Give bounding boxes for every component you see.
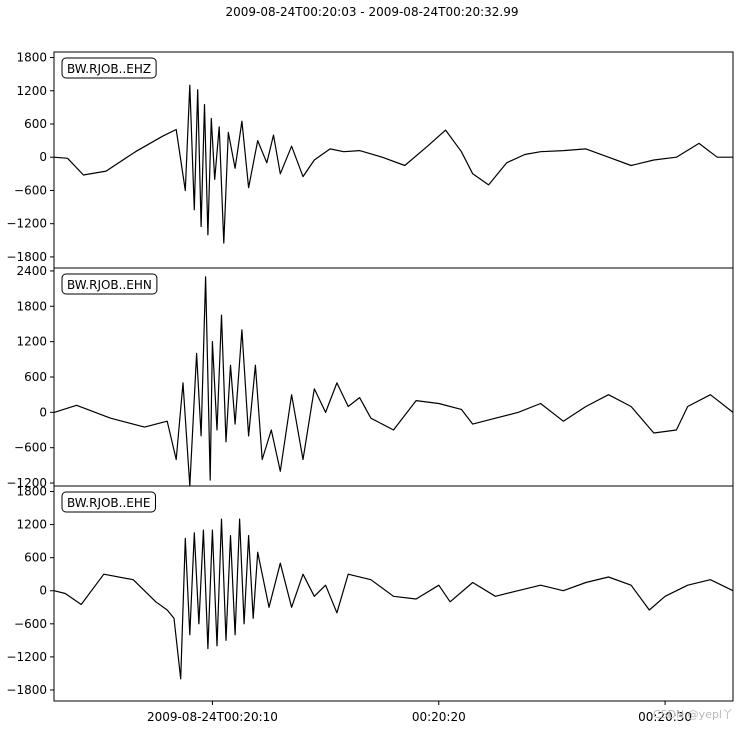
y-tick-label: 1200 (16, 84, 47, 98)
panel-ehn: −1200 −600 0 600 1200 1800 2400 BW.RJOB..EHN (6, 264, 734, 490)
y-tick-label: −1800 (6, 683, 47, 697)
trace-ehz-label: BW.RJOB..EHZ (67, 62, 151, 76)
watermark: CSDN @yepl丫 (653, 708, 733, 721)
y-tick-label: 1200 (16, 335, 47, 349)
trace-ehn-label-box (61, 273, 158, 295)
panel-ehe-yticks: −1800 −1200 −600 0 600 1200 1800 (6, 485, 54, 697)
y-tick-label: 1200 (16, 518, 47, 532)
x-axis-ticks: 2009-08-24T00:20:10 00:20:20 00:20:30 (147, 701, 692, 724)
panel-ehz-frame (53, 51, 734, 269)
y-tick-label: −600 (14, 617, 47, 631)
panel-ehe-frame (53, 485, 734, 702)
panel-ehz: −1800 −1200 −600 0 600 1200 1800 BW.RJOB..EHZ (6, 51, 734, 269)
trace-ehn-label: BW.RJOB..EHN (67, 278, 152, 292)
panel-ehe: −1800 −1200 −600 0 600 1200 1800 BW.RJOB..EHE (6, 485, 734, 702)
y-tick-label: 600 (24, 370, 47, 384)
y-tick-label: 0 (39, 150, 47, 164)
y-tick-label: −600 (14, 441, 47, 455)
y-tick-label: 1800 (16, 51, 47, 65)
trace-ehe-label-box (61, 491, 156, 513)
y-tick-label: −600 (14, 183, 47, 197)
y-tick-label: −1200 (6, 650, 47, 664)
panel-ehn-frame (53, 267, 734, 487)
y-tick-label: 2400 (16, 264, 47, 278)
trace-ehn-line (53, 276, 734, 487)
x-tick-label: 00:20:30 (638, 710, 692, 724)
y-tick-label: −1200 (6, 217, 47, 231)
y-tick-label: 600 (24, 117, 47, 131)
y-tick-label: 600 (24, 551, 47, 565)
trace-ehz-label-box (61, 57, 157, 79)
trace-ehz-line (53, 84, 733, 244)
y-tick-label: 0 (39, 405, 47, 419)
panel-ehz-yticks: −1800 −1200 −600 0 600 1200 1800 (6, 51, 54, 264)
y-tick-label: 1800 (16, 299, 47, 313)
y-tick-label: −1200 (6, 476, 47, 490)
figure-title: 2009-08-24T00:20:03 - 2009-08-24T00:20:3… (226, 5, 519, 19)
y-tick-label: 0 (39, 584, 47, 598)
panel-ehn-yticks: −1200 −600 0 600 1200 1800 2400 (6, 264, 54, 490)
trace-ehe-line (53, 518, 734, 680)
y-tick-label: −1800 (6, 250, 47, 264)
x-tick-label: 2009-08-24T00:20:10 (147, 710, 278, 724)
x-tick-label: 00:20:20 (412, 710, 466, 724)
y-tick-label: 1800 (16, 485, 47, 499)
trace-ehe-label: BW.RJOB..EHE (67, 496, 150, 510)
